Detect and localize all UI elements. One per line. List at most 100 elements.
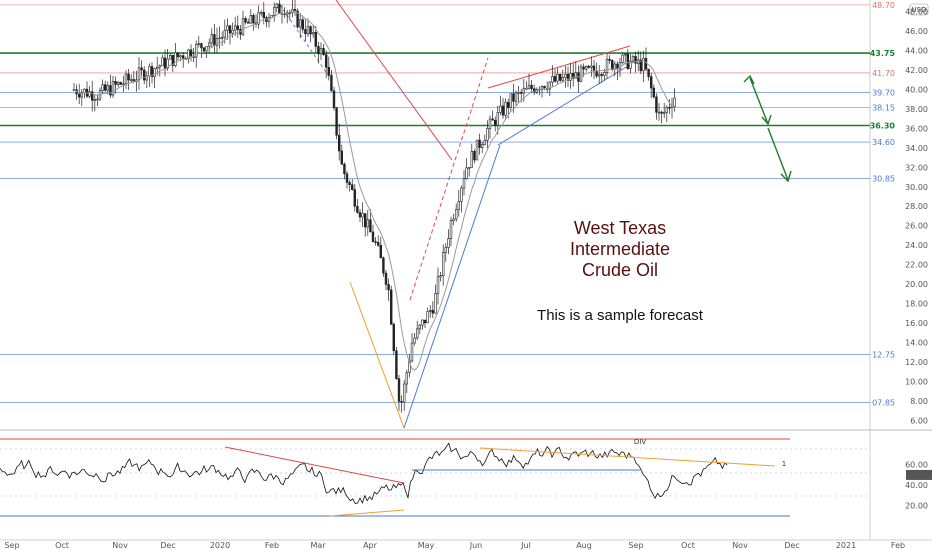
candle-body bbox=[439, 275, 442, 278]
osc-divergence-orange-high bbox=[479, 447, 776, 467]
y-tick-label: 20.00 bbox=[905, 280, 928, 289]
y-tick-label: 42.00 bbox=[905, 66, 928, 75]
candle-body bbox=[143, 69, 146, 81]
y-tick-label: 28.00 bbox=[905, 202, 928, 211]
candle-body bbox=[327, 66, 330, 76]
candle-body bbox=[410, 342, 414, 362]
currency-badge: USD bbox=[909, 3, 929, 16]
candle-body bbox=[517, 92, 520, 94]
candle-body bbox=[499, 105, 502, 113]
candle-body bbox=[174, 52, 177, 66]
candle-body bbox=[153, 68, 156, 77]
candle-body bbox=[340, 150, 343, 165]
candle-body bbox=[106, 85, 110, 91]
y-tick-label: 26.00 bbox=[905, 222, 928, 231]
level-label: 36.30 bbox=[870, 121, 896, 130]
candle-body bbox=[80, 92, 84, 98]
x-tick-label: Feb bbox=[891, 541, 905, 550]
candle-body bbox=[574, 72, 578, 79]
candle-body bbox=[309, 26, 312, 35]
candle-body bbox=[649, 76, 653, 89]
y-tick-label: 6.00 bbox=[910, 416, 928, 425]
candle-body bbox=[249, 14, 252, 24]
level-label: 07.85 bbox=[872, 398, 895, 407]
candle-body bbox=[613, 63, 617, 70]
candle-body bbox=[335, 107, 338, 136]
level-label: 38.15 bbox=[872, 104, 895, 113]
candle-body bbox=[626, 53, 630, 69]
forecast-arrow-1-head bbox=[761, 114, 772, 126]
candle-body bbox=[480, 144, 484, 148]
y-tick-label: 14.00 bbox=[905, 338, 928, 347]
candle-body bbox=[548, 81, 552, 90]
candle-body bbox=[413, 337, 416, 344]
falling-resistance-line bbox=[335, 0, 453, 161]
candle-body bbox=[200, 43, 203, 49]
candle-body bbox=[137, 67, 141, 81]
candle-body bbox=[379, 245, 382, 259]
y-tick-label: 32.00 bbox=[905, 163, 928, 172]
y-tick-label: 24.00 bbox=[905, 241, 928, 250]
candle-body bbox=[148, 66, 151, 77]
candle-body bbox=[236, 25, 239, 30]
candle-body bbox=[665, 107, 669, 113]
candle-body bbox=[311, 32, 315, 35]
candle-body bbox=[234, 25, 237, 31]
candle-body bbox=[470, 151, 473, 168]
candle-body bbox=[350, 184, 354, 190]
candle-body bbox=[122, 83, 125, 86]
candle-body bbox=[252, 14, 255, 24]
candle-body bbox=[382, 257, 385, 274]
candle-body bbox=[218, 37, 221, 40]
x-tick-label: May bbox=[418, 541, 435, 550]
candle-body bbox=[215, 38, 219, 46]
candle-body bbox=[104, 84, 107, 91]
candle-body bbox=[322, 48, 325, 56]
candle-body bbox=[652, 87, 656, 98]
candle-body bbox=[83, 88, 86, 93]
candle-body bbox=[119, 82, 123, 85]
candle-body bbox=[314, 32, 317, 47]
candle-body bbox=[504, 102, 507, 116]
x-tick-label: Jun bbox=[469, 541, 483, 550]
candle-body bbox=[509, 93, 512, 109]
orange-drop-line bbox=[349, 281, 405, 429]
candle-body bbox=[512, 93, 515, 102]
candle-body bbox=[618, 62, 622, 70]
candle-body bbox=[366, 219, 369, 228]
level-label: 43.75 bbox=[870, 49, 896, 58]
candle-body bbox=[475, 139, 479, 161]
candle-body bbox=[587, 66, 591, 68]
candle-body bbox=[301, 19, 304, 30]
candle-body bbox=[566, 74, 570, 81]
currency-label: USD bbox=[912, 6, 927, 14]
candle-body bbox=[91, 91, 94, 101]
candle-body bbox=[483, 140, 486, 145]
candle-body bbox=[223, 29, 226, 38]
x-tick-label: Sep bbox=[628, 541, 643, 550]
candle-body bbox=[306, 26, 310, 35]
candle-body bbox=[324, 54, 328, 68]
candle-body bbox=[296, 10, 299, 28]
y-tick-label: 22.00 bbox=[905, 261, 928, 270]
price-axis-panel bbox=[870, 0, 932, 550]
y-tick-label: 8.00 bbox=[910, 397, 928, 406]
candle-body bbox=[363, 213, 367, 228]
candle-body bbox=[590, 65, 593, 68]
candle-body bbox=[387, 284, 390, 291]
candle-body bbox=[244, 18, 247, 23]
candle-body bbox=[400, 401, 403, 403]
annotation-title-line-2: Intermediate bbox=[570, 239, 670, 259]
candle-body bbox=[166, 58, 169, 69]
candle-body bbox=[156, 66, 159, 69]
annotation-subtitle: This is a sample forecast bbox=[537, 307, 704, 324]
candle-body bbox=[514, 92, 518, 102]
moving-average-line bbox=[73, 10, 675, 371]
candle-body bbox=[610, 60, 614, 70]
osc-tick-label: 20.00 bbox=[905, 502, 928, 511]
candle-body bbox=[231, 29, 234, 34]
candle-body bbox=[257, 12, 260, 25]
candle-body bbox=[117, 82, 120, 85]
candle-body bbox=[423, 319, 427, 324]
